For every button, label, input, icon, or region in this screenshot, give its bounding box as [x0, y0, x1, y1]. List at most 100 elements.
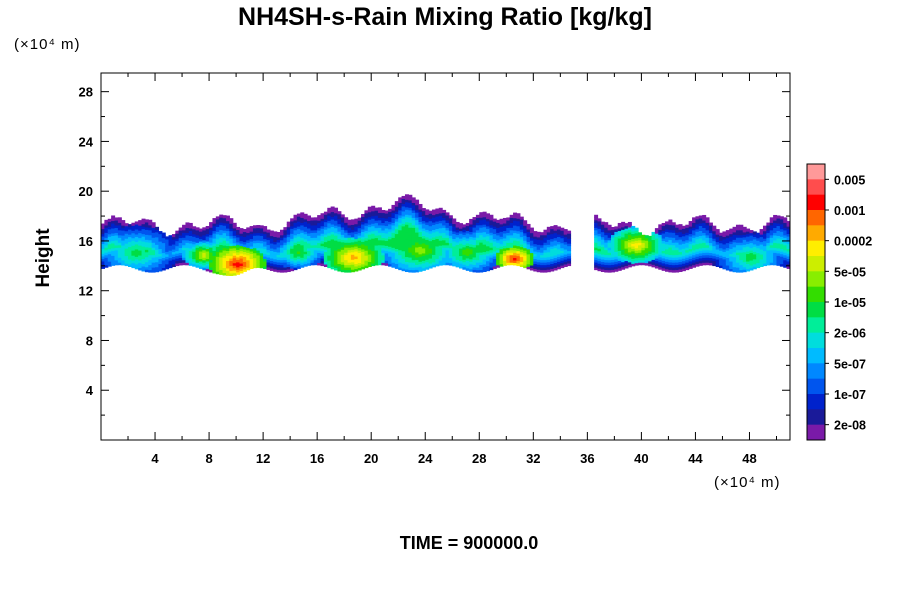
heatmap-cell — [219, 259, 224, 263]
heatmap-cell — [367, 258, 372, 263]
heatmap-cell — [597, 255, 602, 259]
heatmap-cell — [131, 252, 136, 256]
heatmap-cell — [300, 237, 305, 241]
heatmap-cell — [746, 243, 751, 247]
heatmap-cell — [722, 243, 727, 247]
heatmap-cell — [404, 209, 409, 213]
heatmap-cell — [374, 262, 379, 266]
heatmap-cell — [246, 252, 251, 256]
heatmap-cell — [452, 253, 457, 257]
heatmap-cell — [408, 197, 413, 201]
heatmap-cell — [384, 235, 389, 239]
heatmap-cell — [715, 241, 720, 245]
heatmap-cell — [155, 239, 160, 243]
heatmap-cell — [624, 225, 629, 229]
heatmap-cell — [516, 223, 521, 227]
heatmap-cell — [101, 248, 105, 252]
heatmap-cell — [540, 237, 545, 241]
heatmap-cell — [425, 209, 430, 213]
heatmap-cell — [604, 229, 609, 233]
heatmap-cell — [648, 240, 653, 244]
heatmap-cell — [286, 266, 291, 270]
heatmap-cell — [482, 216, 487, 220]
heatmap-cell — [665, 238, 670, 242]
heatmap-cell — [198, 260, 203, 264]
heatmap-cell — [138, 227, 143, 231]
heatmap-cell — [540, 262, 545, 266]
heatmap-cell — [357, 245, 362, 249]
heatmap-cell — [225, 240, 230, 244]
heatmap-cell — [678, 261, 683, 265]
heatmap-cell — [155, 249, 160, 253]
heatmap-cell — [496, 264, 501, 268]
heatmap-cell — [374, 215, 379, 219]
heatmap-cell — [519, 236, 524, 240]
heatmap-cell — [567, 262, 572, 267]
heatmap-cell — [533, 250, 538, 255]
heatmap-cell — [158, 258, 163, 262]
heatmap-cell — [124, 253, 129, 257]
heatmap-cell — [479, 256, 484, 261]
heatmap-cell — [543, 269, 548, 273]
heatmap-cell — [202, 254, 207, 258]
heatmap-cell — [513, 259, 518, 263]
heatmap-cell — [722, 246, 727, 250]
heatmap-cell — [361, 231, 366, 235]
heatmap-cell — [357, 240, 362, 244]
heatmap-cell — [219, 254, 224, 258]
heatmap-cell — [310, 234, 315, 238]
heatmap-cell — [475, 232, 480, 236]
heatmap-cell — [134, 253, 139, 257]
heatmap-cell — [546, 244, 551, 248]
heatmap-cell — [364, 212, 369, 216]
heatmap-cell — [327, 240, 332, 244]
heatmap-cell — [681, 268, 686, 272]
heatmap-cell — [168, 235, 173, 239]
heatmap-cell — [256, 254, 261, 258]
heatmap-cell — [752, 243, 757, 247]
heatmap-cell — [236, 249, 241, 253]
heatmap-cell — [212, 265, 217, 269]
heatmap-cell — [350, 239, 355, 243]
heatmap-cell — [195, 232, 200, 236]
heatmap-cell — [246, 247, 251, 251]
heatmap-cell — [249, 243, 254, 247]
heatmap-cell — [661, 240, 666, 244]
heatmap-cell — [597, 263, 602, 267]
heatmap-cell — [161, 257, 166, 261]
heatmap-cell — [475, 247, 480, 251]
heatmap-cell — [371, 260, 376, 264]
heatmap-cell — [611, 269, 615, 273]
heatmap-cell — [330, 251, 335, 255]
heatmap-cell — [762, 260, 767, 264]
heatmap-cell — [401, 235, 406, 239]
heatmap-cell — [374, 244, 379, 249]
heatmap-cell — [634, 252, 639, 256]
heatmap-cell — [665, 226, 670, 230]
heatmap-cell — [418, 236, 423, 240]
heatmap-cell — [749, 242, 754, 246]
heatmap-cell — [215, 263, 220, 267]
heatmap-cell — [320, 245, 325, 249]
heatmap-cell — [111, 260, 116, 264]
heatmap-cell — [337, 231, 342, 235]
colorbar-label: 1e-05 — [834, 296, 866, 310]
heatmap-cell — [692, 249, 697, 253]
heatmap-cell — [678, 263, 683, 268]
heatmap-cell — [469, 248, 474, 252]
heatmap-cell — [300, 234, 305, 238]
heatmap-cell — [513, 220, 518, 224]
heatmap-cell — [492, 233, 497, 237]
heatmap-cell — [773, 254, 778, 258]
heatmap-cell — [266, 232, 271, 236]
heatmap-cell — [786, 253, 790, 257]
heatmap-cell — [617, 242, 622, 246]
heatmap-cell — [185, 257, 190, 261]
heatmap-cell — [192, 263, 197, 267]
heatmap-cell — [286, 261, 291, 265]
heatmap-cell — [442, 234, 447, 238]
heatmap-cell — [509, 227, 514, 231]
heatmap-cell — [259, 240, 264, 244]
heatmap-cell — [418, 211, 423, 215]
heatmap-cell — [252, 227, 257, 231]
